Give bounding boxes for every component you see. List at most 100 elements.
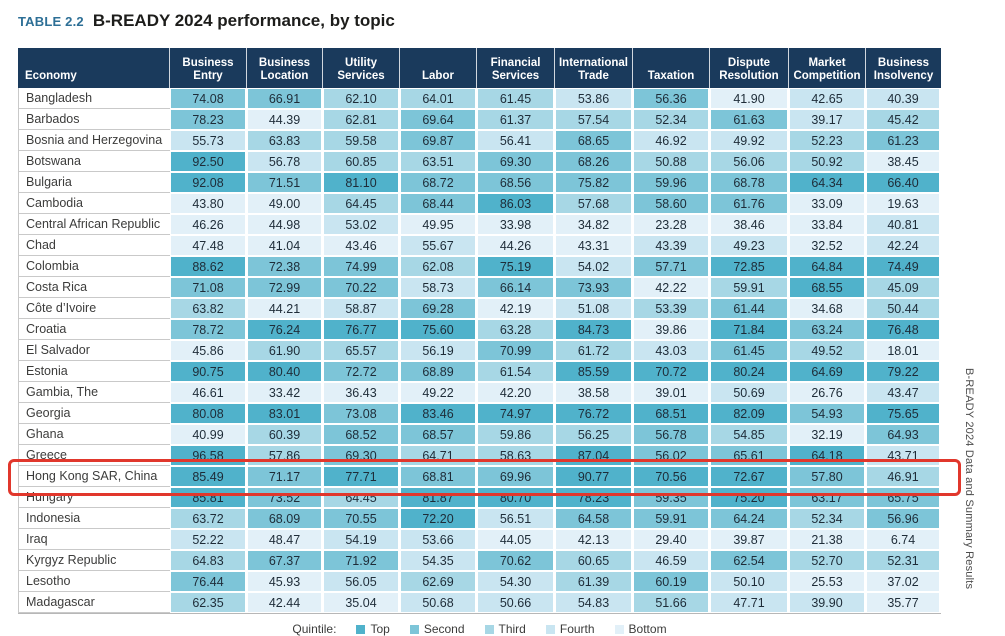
score-cell: 44.26 [477,235,555,256]
score-value: 45.86 [171,341,245,360]
legend-label: Quintile: [292,622,337,636]
score-cell: 60.65 [555,550,633,571]
economy-cell: Côte d’Ivoire [18,298,170,319]
score-cell: 34.82 [555,214,633,235]
score-value: 75.19 [478,257,553,276]
score-cell: 65.75 [866,487,941,508]
score-value: 87.04 [556,446,631,465]
score-value: 63.83 [248,131,321,150]
score-cell: 39.90 [789,592,866,613]
score-value: 64.01 [401,89,475,108]
legend-item-label: Bottom [628,622,667,636]
score-cell: 68.56 [477,172,555,193]
score-value: 80.40 [248,362,321,381]
score-cell: 42.20 [477,382,555,403]
score-value: 39.01 [634,383,708,402]
score-cell: 71.92 [323,550,400,571]
score-cell: 80.24 [710,361,789,382]
table-row-botswana: Botswana 92.50 56.78 60.85 63.51 69.30 68.26 50… [18,151,941,172]
score-cell: 49.92 [710,130,789,151]
economy-cell: Indonesia [18,508,170,529]
table-row-costa-rica: Costa Rica 71.08 72.99 70.22 58.73 66.14 73.93… [18,277,941,298]
score-value: 51.08 [556,299,631,318]
score-cell: 68.51 [633,403,710,424]
score-value: 43.71 [867,446,939,465]
column-header-taxation: Taxation [633,48,710,88]
score-value: 62.69 [401,572,475,591]
score-cell: 80.70 [477,487,555,508]
score-value: 73.93 [556,278,631,297]
score-cell: 61.72 [555,340,633,361]
score-cell: 36.43 [323,382,400,403]
score-cell: 44.21 [247,298,323,319]
score-cell: 54.19 [323,529,400,550]
score-value: 63.51 [401,152,475,171]
score-cell: 23.28 [633,214,710,235]
score-cell: 61.54 [477,361,555,382]
score-cell: 59.86 [477,424,555,445]
score-cell: 52.23 [789,130,866,151]
score-cell: 75.65 [866,403,941,424]
score-value: 56.96 [867,509,939,528]
score-value: 64.24 [711,509,787,528]
score-value: 42.65 [790,89,864,108]
score-cell: 71.08 [170,277,247,298]
score-value: 46.91 [867,467,939,486]
score-value: 69.30 [324,446,398,465]
score-value: 76.44 [171,572,245,591]
table-title-text: B-READY 2024 performance, by topic [92,11,395,30]
column-header-labor: Labor [400,48,477,88]
score-value: 57.68 [556,194,631,213]
table-header-row: Economy Business Entry Business Location Ut… [18,48,941,88]
score-cell: 64.71 [400,445,477,466]
score-cell: 72.38 [247,256,323,277]
score-cell: 54.35 [400,550,477,571]
score-value: 58.87 [324,299,398,318]
score-cell: 39.87 [710,529,789,550]
score-value: 52.34 [790,509,864,528]
economy-cell: Croatia [18,319,170,340]
score-value: 70.62 [478,551,553,570]
score-value: 46.61 [171,383,245,402]
score-cell: 38.46 [710,214,789,235]
score-cell: 57.54 [555,109,633,130]
score-value: 54.30 [478,572,553,591]
score-value: 49.52 [790,341,864,360]
economy-cell: Greece [18,445,170,466]
score-value: 49.95 [401,215,475,234]
score-cell: 49.95 [400,214,477,235]
score-value: 44.98 [248,215,321,234]
score-cell: 34.68 [789,298,866,319]
score-cell: 68.52 [323,424,400,445]
score-cell: 43.80 [170,193,247,214]
score-value: 52.22 [171,530,245,549]
score-cell: 50.44 [866,298,941,319]
score-cell: 70.56 [633,466,710,487]
score-cell: 87.04 [555,445,633,466]
score-value: 62.35 [171,593,245,612]
score-cell: 62.10 [323,88,400,109]
score-cell: 43.47 [866,382,941,403]
score-value: 65.61 [711,446,787,465]
score-cell: 50.10 [710,571,789,592]
legend-item-bottom: Bottom [614,622,667,636]
score-cell: 70.22 [323,277,400,298]
score-cell: 85.81 [170,487,247,508]
score-value: 59.86 [478,425,553,444]
score-value: 72.38 [248,257,321,276]
score-value: 76.24 [248,320,321,339]
score-cell: 61.39 [555,571,633,592]
score-value: 39.86 [634,320,708,339]
score-value: 46.59 [634,551,708,570]
score-value: 47.71 [711,593,787,612]
score-value: 96.58 [171,446,245,465]
table-row-bosnia-and-herzegovina: Bosnia and Herzegovina 55.73 63.83 59.58 69.… [18,130,941,151]
score-value: 72.72 [324,362,398,381]
score-value: 77.71 [324,467,398,486]
score-value: 44.26 [478,236,553,255]
score-value: 43.80 [171,194,245,213]
column-header-business-entry: Business Entry [170,48,247,88]
score-value: 85.49 [171,467,245,486]
table-row-estonia: Estonia 90.75 80.40 72.72 68.89 61.54 85.59 70.… [18,361,941,382]
score-value: 83.46 [401,404,475,423]
